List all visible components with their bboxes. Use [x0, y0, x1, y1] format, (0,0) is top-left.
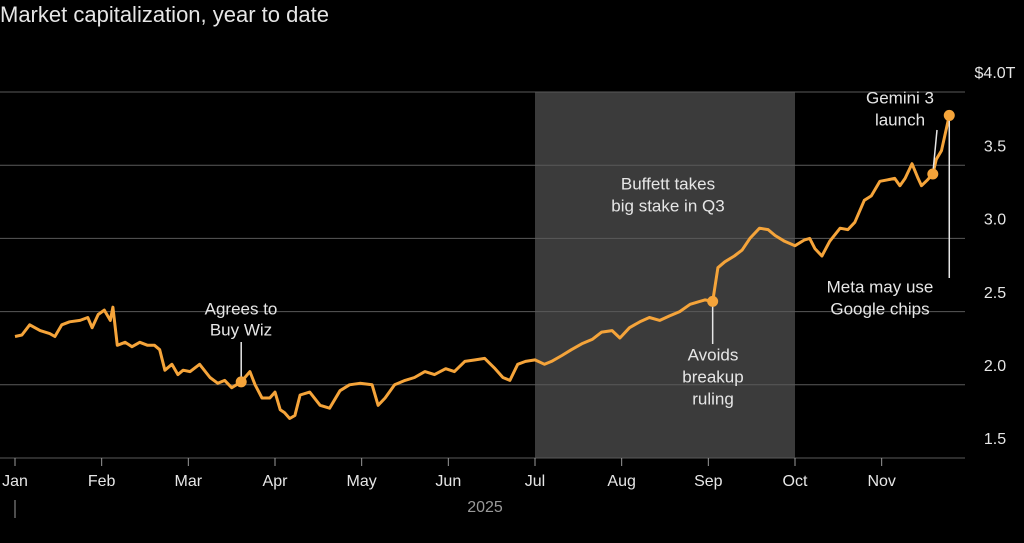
annotation-text: ruling	[692, 389, 734, 408]
x-tick-label: Feb	[88, 473, 116, 490]
x-tick-label: Apr	[263, 473, 289, 490]
annotation-text: Google chips	[830, 299, 929, 318]
y-tick-label: 3.5	[984, 138, 1006, 155]
annotation-text: Buffett takes	[621, 174, 715, 193]
x-tick-label: Jan	[2, 473, 28, 490]
annotation-text: breakup	[682, 367, 743, 386]
annotation-text: Buy Wiz	[210, 320, 272, 339]
annotation-point	[927, 168, 939, 180]
annotation-point	[235, 376, 247, 388]
annotation-text: Meta may use	[827, 277, 934, 296]
annotation-text: launch	[875, 110, 925, 129]
x-tick-label: Aug	[607, 473, 635, 490]
annotation-text: Gemini 3	[866, 88, 934, 107]
x-tick-label: Jul	[525, 473, 545, 490]
annotation-text: Avoids	[688, 345, 739, 364]
x-tick-label: Sep	[694, 473, 723, 490]
y-tick-label: 1.5	[984, 431, 1006, 448]
y-tick-label: $4.0T	[975, 65, 1016, 82]
annotation-point	[943, 109, 955, 121]
y-tick-label: 3.0	[984, 212, 1006, 229]
line-series	[14, 115, 951, 420]
annotation-point	[707, 295, 719, 307]
y-tick-label: 2.5	[984, 285, 1006, 302]
y-tick-label: 2.0	[984, 358, 1006, 375]
x-tick-label: Oct	[783, 473, 808, 490]
annotation-text: big stake in Q3	[611, 196, 724, 215]
chart-title: Market capitalization, year to date	[0, 2, 329, 27]
x-axis-label: 2025	[467, 499, 503, 516]
annotation-connector	[932, 129, 938, 175]
x-tick-label: Nov	[867, 473, 895, 490]
annotation-text: Agrees to	[205, 299, 278, 318]
shaded-region	[535, 92, 795, 458]
x-tick-label: Mar	[175, 473, 203, 490]
x-tick-label: May	[347, 473, 377, 490]
x-tick-label: Jun	[435, 473, 461, 490]
